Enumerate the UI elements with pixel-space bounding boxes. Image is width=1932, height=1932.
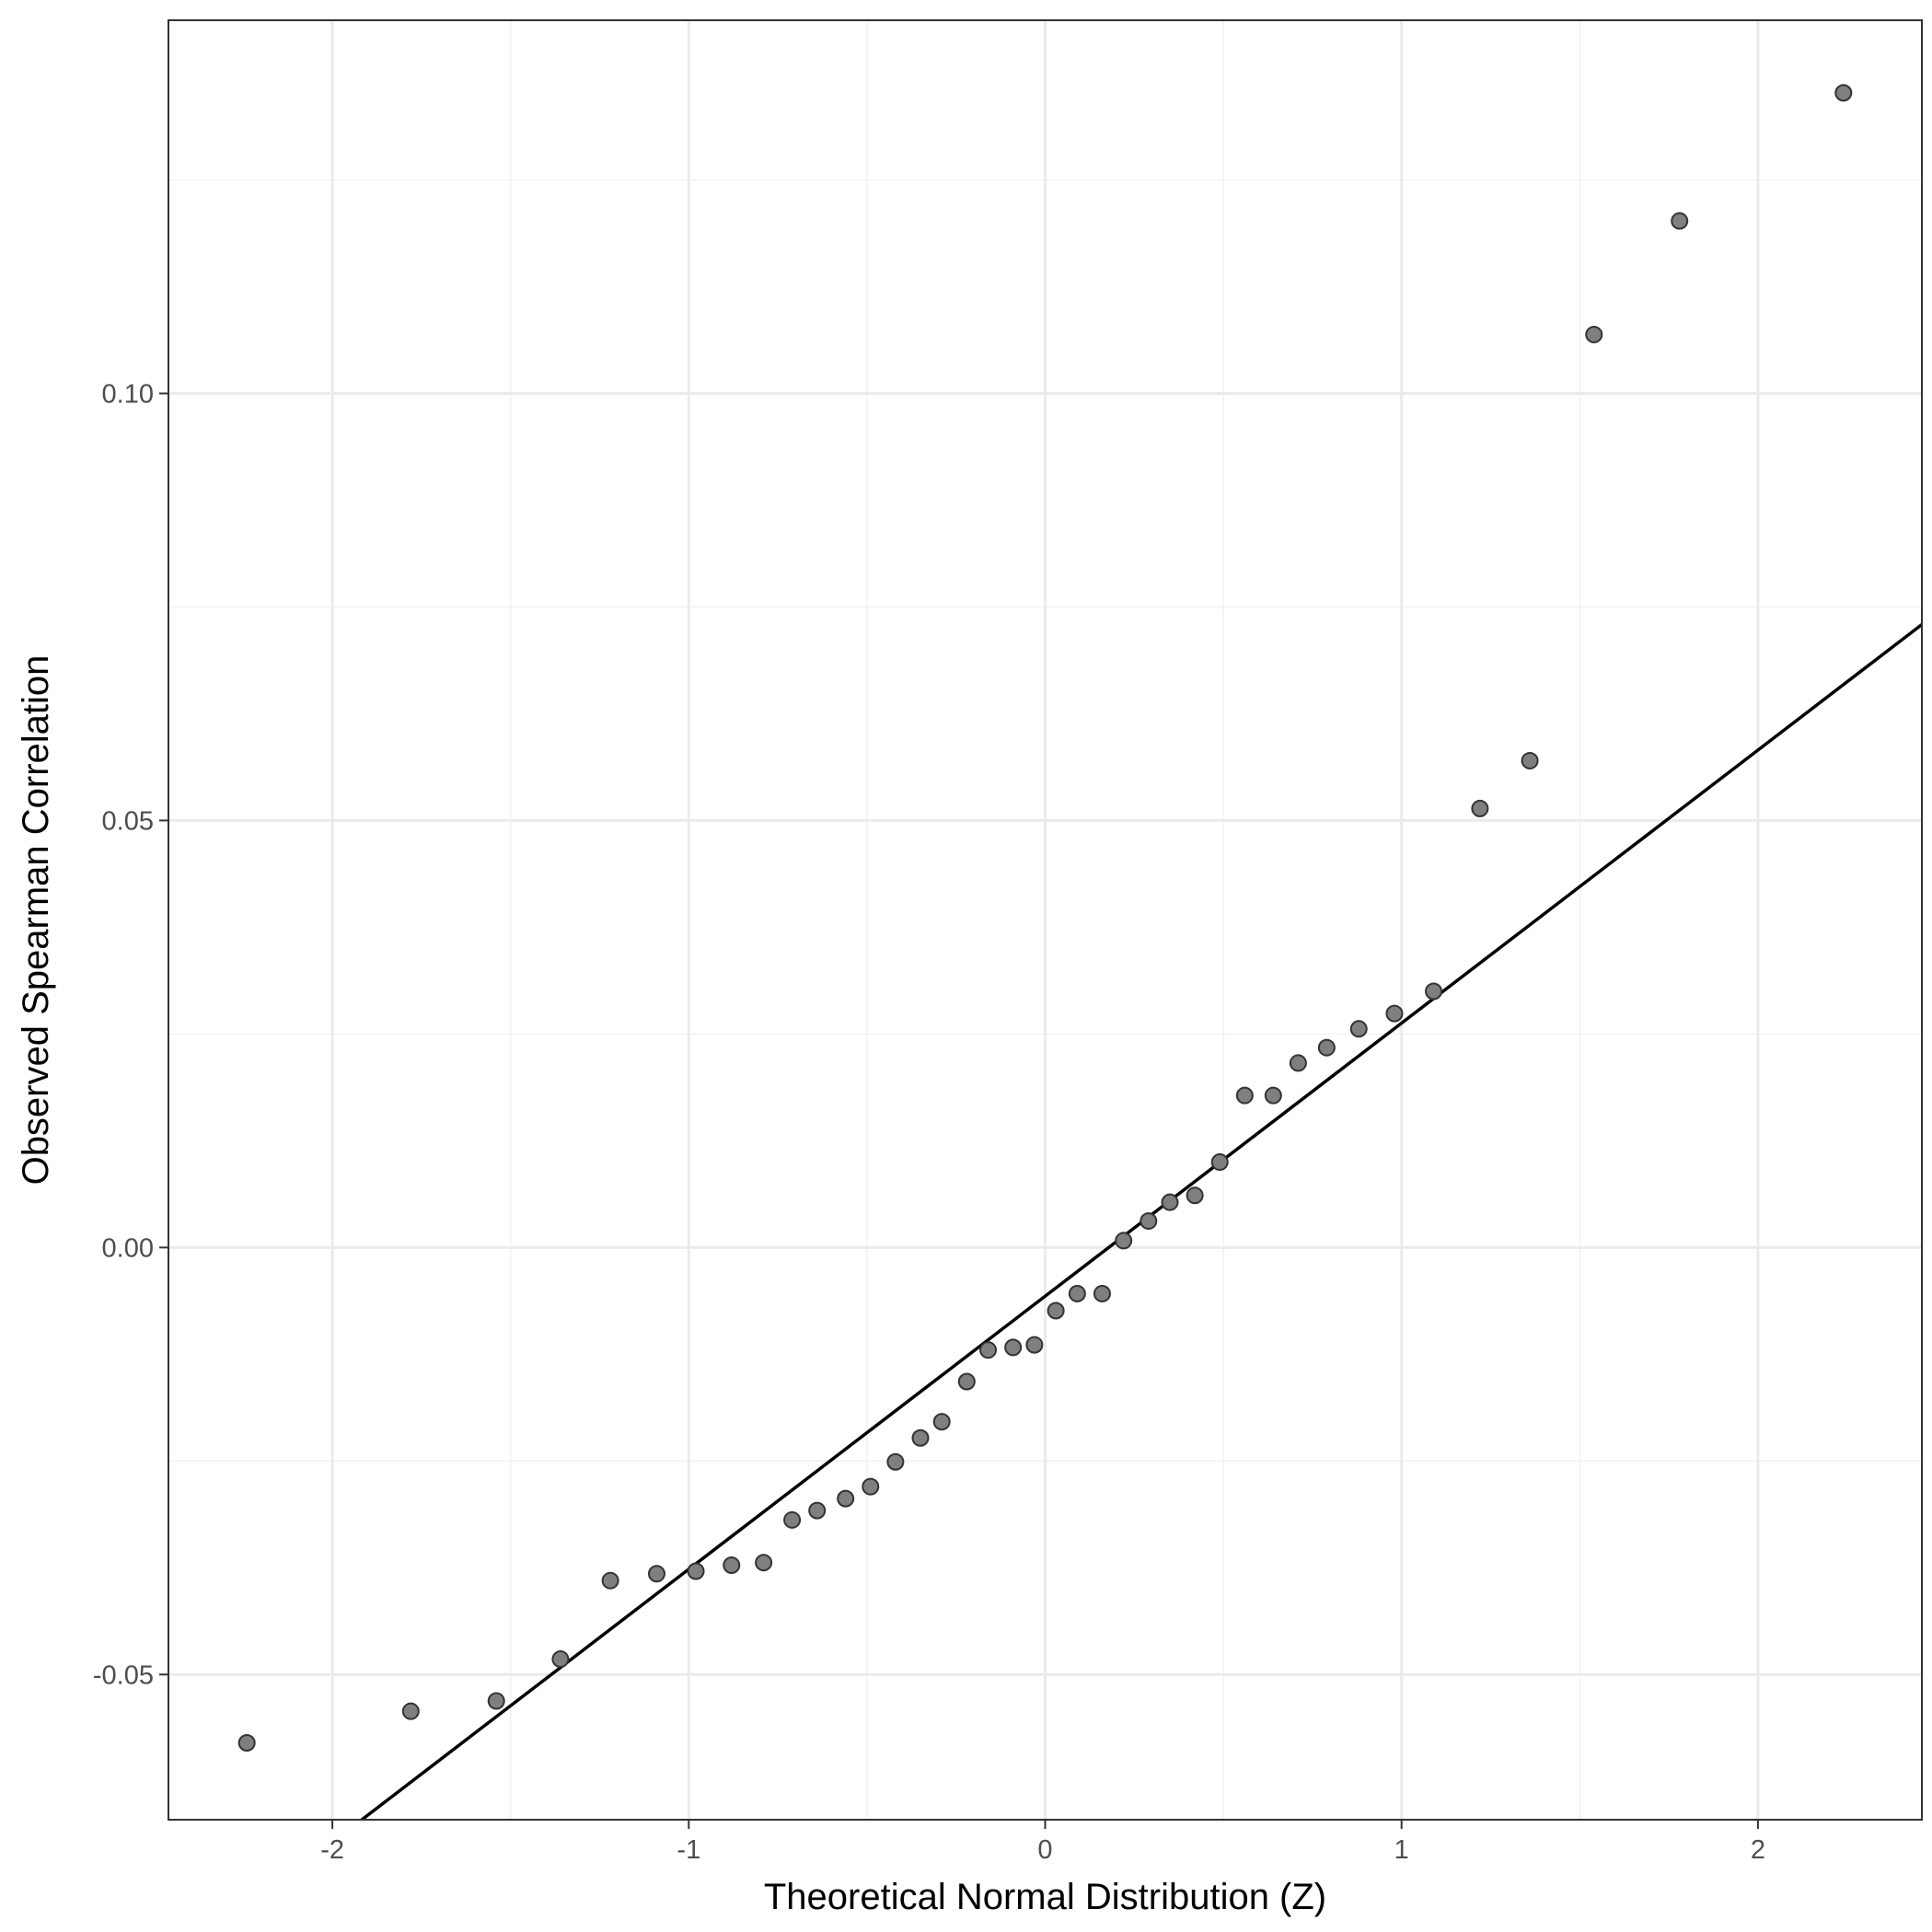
major-grid [168, 20, 1922, 1820]
data-point [401, 1702, 420, 1720]
x-tick-label: 0 [1037, 1835, 1052, 1865]
data-point [1025, 1336, 1044, 1354]
data-point [1385, 1004, 1404, 1023]
y-tick-label: -0.05 [93, 1660, 154, 1690]
x-tick-label: -2 [320, 1835, 344, 1865]
data-point [1115, 1232, 1133, 1250]
data-point [1093, 1284, 1111, 1302]
data-point [601, 1571, 619, 1590]
data-point [687, 1562, 705, 1580]
data-point [1186, 1186, 1204, 1205]
data-point [1834, 84, 1853, 102]
points-layer [237, 84, 1853, 1752]
data-point [911, 1429, 930, 1447]
data-point [1317, 1038, 1336, 1057]
x-tick-label: -1 [677, 1835, 700, 1865]
data-point [862, 1477, 880, 1496]
data-point [1264, 1086, 1282, 1105]
data-point [487, 1692, 505, 1710]
data-point [979, 1341, 998, 1359]
data-point [932, 1413, 951, 1431]
data-point [1349, 1020, 1368, 1038]
y-tick-label: 0.10 [102, 379, 154, 409]
data-point [957, 1372, 976, 1391]
data-point [886, 1452, 905, 1471]
y-tick-label: 0.00 [102, 1233, 154, 1263]
x-axis: -2 -1 0 1 2 [320, 1820, 1765, 1865]
data-point [647, 1565, 665, 1583]
data-point [1210, 1153, 1229, 1172]
x-tick-label: 2 [1751, 1835, 1765, 1865]
data-point [755, 1554, 773, 1572]
data-point [837, 1489, 855, 1508]
y-axis-title: Observed Spearman Correlation [16, 655, 56, 1186]
data-point [1471, 799, 1489, 817]
data-point [1235, 1086, 1254, 1105]
data-point [1068, 1284, 1086, 1302]
y-axis: -0.05 0.00 0.05 0.10 [93, 379, 168, 1690]
data-point [1521, 751, 1539, 769]
data-point [1425, 982, 1443, 1001]
data-point [1047, 1301, 1065, 1320]
x-tick-label: 1 [1394, 1835, 1409, 1865]
data-point [1585, 325, 1603, 343]
y-tick-label: 0.05 [102, 806, 154, 836]
data-point [1140, 1212, 1158, 1231]
data-point [808, 1501, 827, 1520]
data-point [723, 1556, 741, 1574]
data-point [1004, 1338, 1023, 1357]
data-point [783, 1510, 802, 1529]
x-axis-title: Theoretical Normal Distribution (Z) [764, 1877, 1326, 1917]
data-point [237, 1733, 256, 1752]
data-point [1671, 212, 1689, 230]
data-point [1161, 1193, 1179, 1211]
data-point [551, 1650, 570, 1669]
data-point [1289, 1054, 1307, 1072]
